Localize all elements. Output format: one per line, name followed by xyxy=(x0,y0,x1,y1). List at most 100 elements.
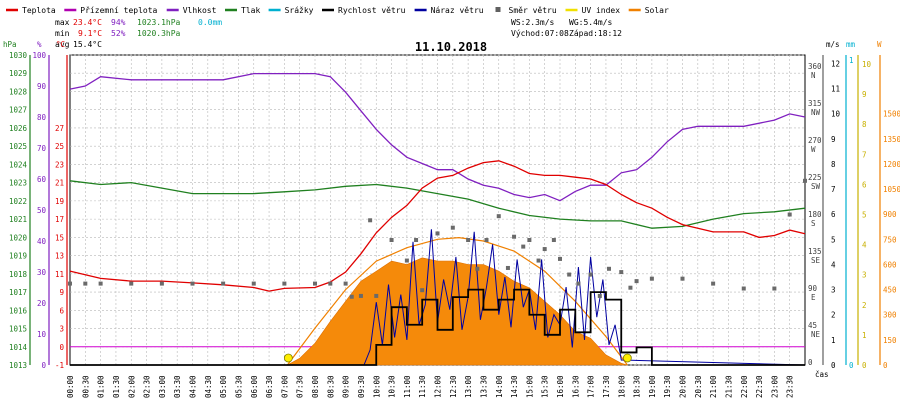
wind-direction-point xyxy=(374,293,379,298)
solar-tick-label: 1200 xyxy=(883,160,900,169)
rain-tick-label: 1 xyxy=(849,56,854,65)
x-tick-label: 00:30 xyxy=(81,375,90,398)
pressure-tick-label: 1016 xyxy=(9,306,28,315)
x-tick-label: 22:30 xyxy=(755,375,764,398)
wind-direction-point xyxy=(98,281,103,286)
x-tick-label: 02:00 xyxy=(127,375,136,398)
temperature-tick-label: 3 xyxy=(59,325,64,334)
uv-tick-label: 2 xyxy=(862,301,867,310)
legend-item: Rychlost větru xyxy=(322,6,406,15)
wind-direction-point xyxy=(190,281,195,286)
wind-direction-point xyxy=(512,234,517,239)
direction-tick-label: 45 xyxy=(808,321,817,330)
legend-label: Tlak xyxy=(241,6,260,15)
unit-solar: W xyxy=(877,40,882,49)
stat-avg-temp: 15.4°C xyxy=(73,40,102,49)
x-tick-label: 21:00 xyxy=(709,375,718,398)
x-tick-label: 04:30 xyxy=(204,375,213,398)
direction-tick-label: 360 xyxy=(808,62,822,71)
pressure-tick-label: 1030 xyxy=(9,51,28,60)
wind-direction-point xyxy=(680,276,685,281)
wind-direction-point xyxy=(496,214,501,219)
x-tick-label: 13:30 xyxy=(479,375,488,398)
stat-max-press: 1023.1hPa xyxy=(137,18,181,27)
x-tick-label: 13:00 xyxy=(464,375,473,398)
direction-tick-label: 90 xyxy=(808,284,818,293)
wind-direction-point xyxy=(521,244,526,249)
legend-label: Přízemní teplota xyxy=(80,6,157,15)
wind-direction-point xyxy=(159,281,164,286)
temperature-tick-label: 6 xyxy=(59,306,64,315)
sunrise-text: Východ:07:08 xyxy=(511,29,569,38)
stats-block: max 23.4°C 94% 1023.1hPa 0.0mm min 9.1°C… xyxy=(55,18,222,49)
series-layer xyxy=(68,72,807,366)
wind-direction-point xyxy=(435,231,440,236)
x-tick-label: 20:30 xyxy=(694,375,703,398)
legend-item: Náraz větru xyxy=(414,6,484,15)
wind-direction-point xyxy=(389,238,394,243)
uv-tick-label: 0 xyxy=(862,361,867,370)
humidity-tick-label: 0 xyxy=(41,361,46,370)
stat-min-label: min xyxy=(55,29,70,38)
unit-wind-speed: m/s xyxy=(826,40,840,49)
legend-item: Solar xyxy=(628,6,669,15)
x-tick-label: 15:30 xyxy=(541,375,550,398)
wind-direction-point xyxy=(649,276,654,281)
x-tick-label: 11:30 xyxy=(418,375,427,398)
legend-label: Solar xyxy=(645,6,669,15)
unit-pressure: hPa xyxy=(3,40,17,49)
x-tick-label: 14:00 xyxy=(495,375,504,398)
stat-max-hum: 94% xyxy=(111,18,126,27)
pressure-tick-label: 1017 xyxy=(9,288,27,297)
wind-ws: WS:2.3m/s xyxy=(511,18,555,27)
pressure-tick-label: 1028 xyxy=(9,87,28,96)
wind-direction-point xyxy=(475,266,480,271)
temperature-tick-label: 21 xyxy=(55,179,64,188)
x-tick-label: 19:30 xyxy=(663,375,672,398)
uv-tick-label: 9 xyxy=(862,90,867,99)
x-tick-label: 08:30 xyxy=(326,375,335,398)
wind-direction-point xyxy=(527,238,532,243)
stat-max-temp: 23.4°C xyxy=(73,18,102,27)
x-tick-label: 09:30 xyxy=(357,375,366,398)
temperature-tick-label: 9 xyxy=(59,288,64,297)
x-tick-label: 18:00 xyxy=(617,375,626,398)
wind-direction-point xyxy=(368,218,373,223)
wind-direction-point xyxy=(505,265,510,270)
temperature-tick-label: 15 xyxy=(55,233,64,242)
direction-compass-label: NE xyxy=(811,330,821,339)
legend-item: Tlak xyxy=(225,6,260,15)
pressure-tick-label: 1024 xyxy=(9,160,28,169)
legend-label: Srážky xyxy=(285,6,314,15)
sunset-text: Západ:18:12 xyxy=(569,29,622,38)
wind-direction-point xyxy=(567,272,572,277)
humidity-tick-label: 10 xyxy=(37,330,47,339)
x-tick-label: 02:30 xyxy=(143,375,152,398)
wind-speed-line xyxy=(70,288,805,366)
wind-speed-tick-label: 0 xyxy=(831,361,836,370)
stat-max-rain: 0.0mm xyxy=(198,18,222,27)
legend-item: Přízemní teplota xyxy=(64,6,158,15)
solar-tick-label: 1500 xyxy=(883,110,900,119)
x-tick-label: 03:00 xyxy=(158,375,167,398)
pressure-tick-label: 1018 xyxy=(9,270,28,279)
rain-tick-label: 0 xyxy=(849,361,854,370)
unit-temperature: °C xyxy=(56,40,65,49)
wind-direction-point xyxy=(787,212,792,217)
wind-speed-tick-label: 7 xyxy=(831,185,836,194)
x-tick-label: 15:00 xyxy=(525,375,534,398)
stat-min-temp: 9.1°C xyxy=(78,29,102,38)
x-tick-label: 10:30 xyxy=(388,375,397,398)
solar-tick-label: 1350 xyxy=(883,135,900,144)
pressure-tick-label: 1023 xyxy=(9,179,27,188)
wind-direction-point xyxy=(313,281,317,286)
x-tick-label: 11:00 xyxy=(403,375,412,398)
wind-direction-point xyxy=(404,258,409,263)
direction-compass-label: W xyxy=(811,145,816,154)
x-tick-label: 17:30 xyxy=(602,375,611,398)
temperature-tick-label: 17 xyxy=(55,215,64,224)
pressure-tick-label: 1015 xyxy=(9,325,27,334)
x-tick-label: 12:30 xyxy=(449,375,458,398)
solar-tick-label: 750 xyxy=(883,235,897,244)
x-tick-label: 17:00 xyxy=(587,375,596,398)
